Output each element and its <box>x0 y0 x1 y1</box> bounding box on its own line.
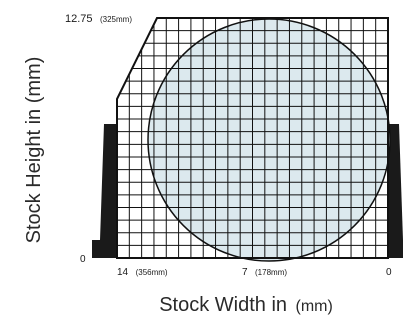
capacity-envelope-outline <box>116 17 389 259</box>
top-height-label: 12.75 (325mm) <box>65 9 132 26</box>
bottom-right-width-label: 0 <box>386 267 392 278</box>
right-vise-jaw <box>388 124 403 258</box>
workpiece-circle <box>147 18 391 262</box>
bottom-middle-width-label: 7 (178mm) <box>242 262 287 279</box>
x-axis-title: Stock Width in (mm) <box>159 294 333 316</box>
left-vise-jaw <box>92 124 117 258</box>
origin-label: 0 <box>80 254 86 265</box>
bottom-left-width-label: 14 (356mm) <box>117 262 168 279</box>
y-axis-title: Stock Height in (mm) <box>23 57 45 244</box>
